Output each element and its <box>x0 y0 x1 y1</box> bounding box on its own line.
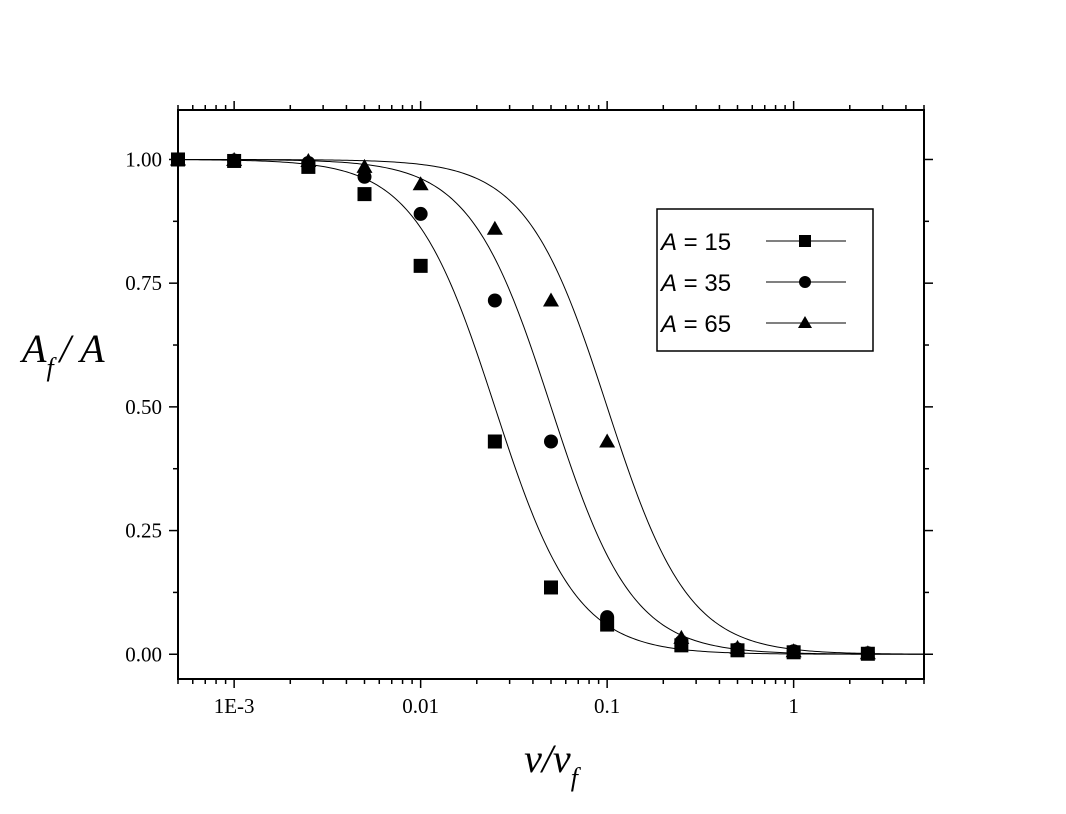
data-point-65 <box>300 152 317 167</box>
data-point-65 <box>543 292 559 307</box>
y-axis-title: Af / A <box>19 326 105 382</box>
data-point-15 <box>357 187 372 202</box>
data-point-65 <box>673 629 690 644</box>
x-tick-label: 1 <box>788 694 799 718</box>
data-point-65 <box>729 639 746 654</box>
data-point-35 <box>544 434 558 449</box>
data-point-65 <box>226 151 243 166</box>
axis-labels: 1E-3 0.01 0.1 1 0.00 0.25 0.50 0.75 1.00 v/vf Af / … <box>19 147 799 792</box>
x-tick-label: 0.01 <box>402 694 439 718</box>
data-point-65 <box>785 643 802 658</box>
data-point-65 <box>599 433 616 448</box>
data-point-15 <box>544 580 558 595</box>
y-tick-label: 0.75 <box>125 271 162 295</box>
data-point-35 <box>487 293 502 308</box>
axis-ticks <box>169 101 933 688</box>
data-point-65 <box>486 220 503 235</box>
x-tick-label: 1E-3 <box>214 694 255 718</box>
data-point-35 <box>413 206 428 221</box>
data-point-15 <box>413 258 428 273</box>
data-point-35 <box>357 169 372 184</box>
legend-label-65: A = 65 <box>659 311 731 338</box>
legend-marker-65 <box>798 316 812 328</box>
y-tick-label: 0.50 <box>125 395 162 419</box>
x-axis-title: v/vf <box>524 736 582 792</box>
legend-label-35: A = 35 <box>659 270 731 297</box>
data-point-35 <box>600 610 615 625</box>
y-tick-label: 0.00 <box>125 642 162 666</box>
legend-marker-35 <box>799 276 811 288</box>
y-tick-label: 0.25 <box>125 519 162 543</box>
fit-curve-65 <box>178 158 925 655</box>
data-point-65 <box>859 645 876 660</box>
legend-marker-15 <box>799 235 811 247</box>
x-tick-label: 0.1 <box>594 694 620 718</box>
legend-box <box>656 208 874 352</box>
legend-label-15: A = 15 <box>659 229 731 256</box>
data-point-65 <box>356 158 373 173</box>
data-point-65 <box>412 176 429 191</box>
legend: A = 15 A = 35 A = 65 <box>656 208 874 352</box>
plot-area <box>170 151 925 661</box>
data-point-15 <box>487 434 502 449</box>
y-tick-label: 1.00 <box>125 147 162 171</box>
